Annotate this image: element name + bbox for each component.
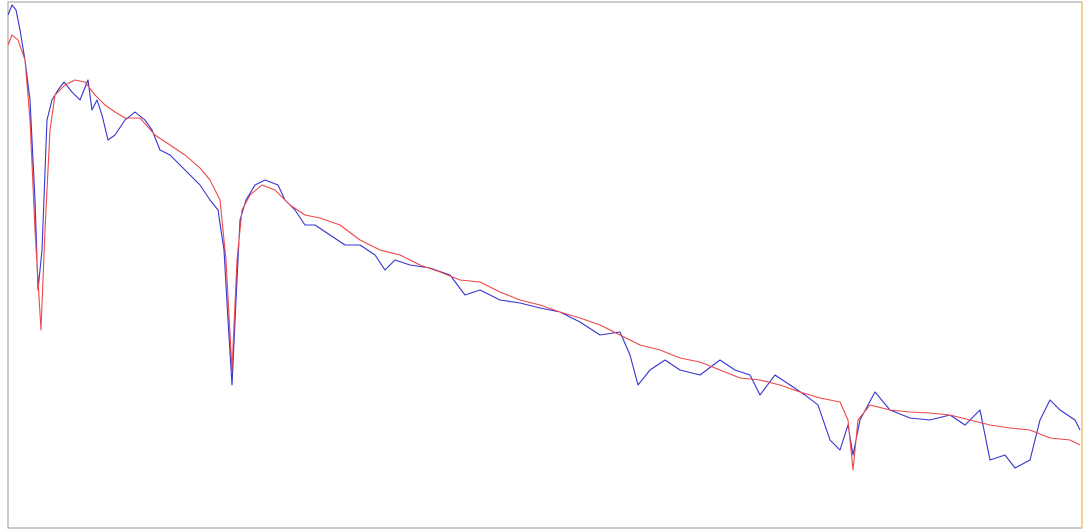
spectrum-line — [7, 34, 1081, 471]
plot-frame — [7, 1, 1083, 529]
spectrum-line — [7, 4, 1081, 469]
